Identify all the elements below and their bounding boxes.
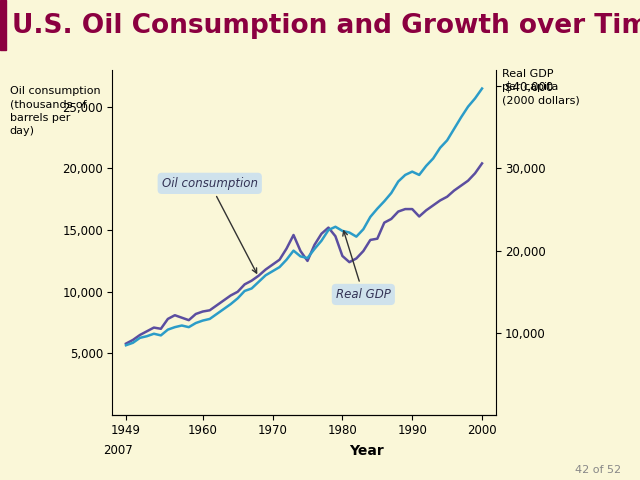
Text: Oil consumption: Oil consumption — [162, 177, 258, 273]
Text: Real GDP: Real GDP — [336, 231, 391, 301]
Text: Year: Year — [349, 444, 383, 458]
Text: Real GDP
per capita
(2000 dollars): Real GDP per capita (2000 dollars) — [502, 69, 580, 106]
Text: Oil consumption
(thousands of
barrels per
day): Oil consumption (thousands of barrels pe… — [10, 86, 100, 136]
Text: 42 of 52: 42 of 52 — [575, 465, 621, 475]
Bar — [0, 0, 6, 50]
Text: 2007: 2007 — [104, 444, 133, 457]
Text: U.S. Oil Consumption and Growth over Time: U.S. Oil Consumption and Growth over Tim… — [12, 13, 640, 39]
